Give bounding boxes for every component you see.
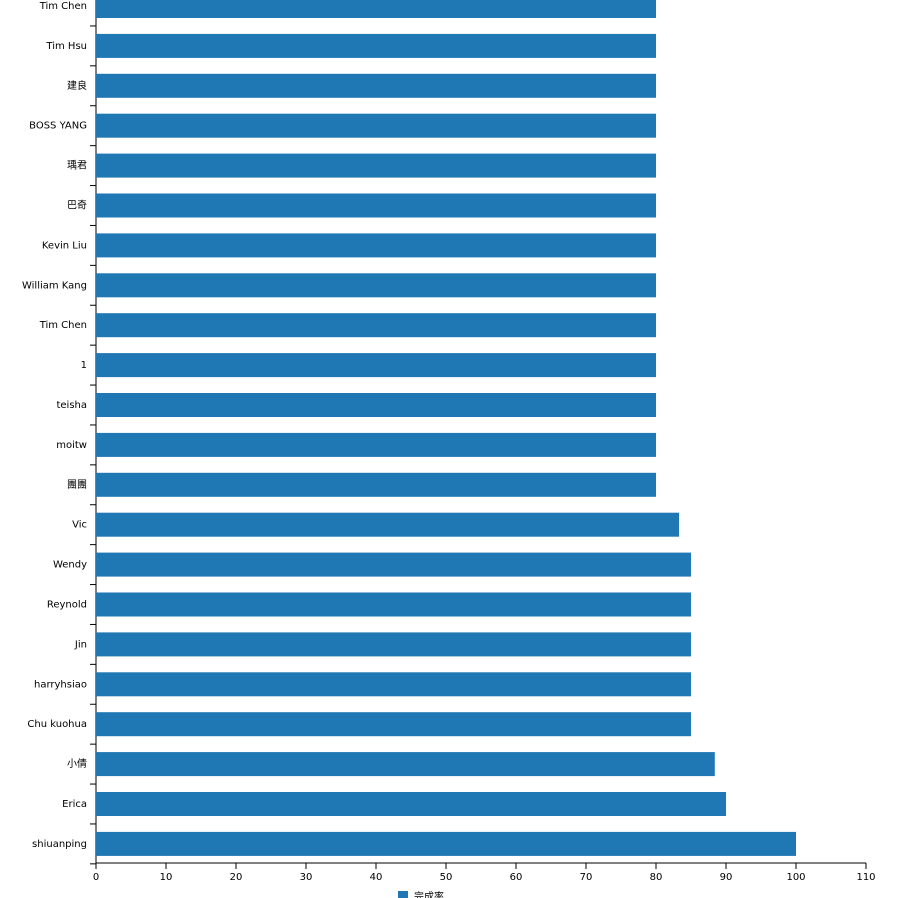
bar <box>96 233 656 258</box>
y-tick-label: harryhsiao <box>34 679 87 690</box>
y-tick-label: teisha <box>56 400 87 411</box>
x-tick-label: 20 <box>230 872 243 883</box>
bar <box>96 113 656 138</box>
x-tick-label: 90 <box>720 872 733 883</box>
y-tick-label: Jin <box>74 639 87 650</box>
y-tick-label: 1 <box>81 360 87 371</box>
x-tick-label: 60 <box>510 872 523 883</box>
bar <box>96 0 656 18</box>
bar <box>96 472 656 497</box>
y-tick-label: Tim Chen <box>39 320 87 331</box>
bar <box>96 831 796 856</box>
bar <box>96 273 656 298</box>
y-tick-label: 巴奇 <box>67 199 87 212</box>
y-tick-label: Reynold <box>47 600 87 611</box>
legend-label: 完成率 <box>414 890 444 898</box>
bar <box>96 33 656 58</box>
legend-swatch <box>398 891 408 898</box>
bar <box>96 353 656 378</box>
bar <box>96 752 715 777</box>
y-tick-label: Wendy <box>53 560 87 571</box>
y-tick-label: 小倩 <box>67 757 87 770</box>
x-tick-label: 110 <box>856 872 875 883</box>
y-tick-label: 瑀君 <box>67 159 87 172</box>
bar <box>96 393 656 417</box>
bar <box>96 672 691 697</box>
x-tick-label: 10 <box>160 872 173 883</box>
x-tick-label: 0 <box>93 872 99 883</box>
bar <box>96 193 656 218</box>
x-tick-label: 40 <box>370 872 383 883</box>
x-tick-label: 80 <box>650 872 663 883</box>
y-tick-label: shiuanping <box>32 839 87 850</box>
y-tick-label: Chu kuohua <box>27 719 87 730</box>
bar <box>96 592 691 617</box>
bar <box>96 632 691 657</box>
y-tick-label: William Kang <box>22 280 87 291</box>
y-tick-label: 團團 <box>67 479 87 491</box>
y-tick-label: BOSS YANG <box>29 121 87 132</box>
x-tick-label: 50 <box>440 872 453 883</box>
x-tick-label: 30 <box>300 872 313 883</box>
y-tick-label: Tim Chen <box>39 1 87 12</box>
y-tick-label: Erica <box>62 799 87 810</box>
y-tick-label: Vic <box>72 520 87 531</box>
bar <box>96 432 656 457</box>
bar <box>96 512 680 537</box>
y-tick-label: 建良 <box>67 79 87 92</box>
bar <box>96 73 656 98</box>
bar <box>96 712 691 737</box>
y-tick-label: Tim Hsu <box>45 41 87 52</box>
bar <box>96 792 726 816</box>
bar <box>96 552 691 577</box>
y-tick-label: moitw <box>56 440 87 451</box>
x-tick-label: 70 <box>580 872 593 883</box>
y-tick-label: Kevin Liu <box>42 240 87 251</box>
bar <box>96 153 656 178</box>
bar <box>96 313 656 338</box>
x-tick-label: 100 <box>786 872 805 883</box>
